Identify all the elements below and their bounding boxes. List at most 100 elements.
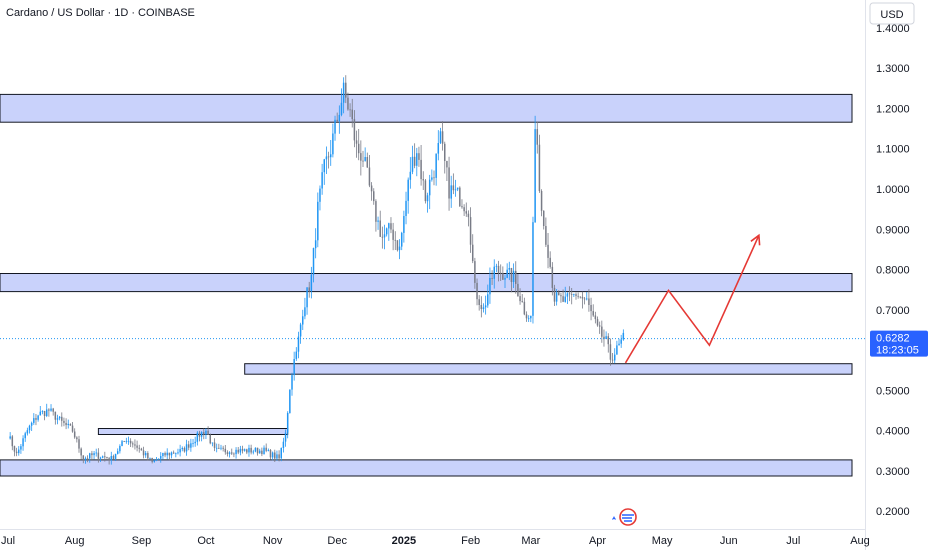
price-tick-label: 1.0000	[876, 184, 910, 196]
price-tick-label: 0.4000	[876, 426, 910, 438]
candle	[18, 446, 20, 456]
candle	[519, 288, 521, 305]
candle	[58, 416, 61, 421]
candle	[594, 311, 597, 324]
price-axis[interactable]: 0.20000.30000.40000.50000.60000.70000.80…	[876, 23, 910, 518]
candle	[97, 448, 100, 463]
candle	[334, 115, 336, 141]
candle	[474, 257, 476, 289]
candle	[435, 153, 437, 186]
candle	[373, 188, 375, 205]
candle	[106, 456, 108, 459]
resistance-zone-high[interactable]	[0, 93, 853, 123]
candle	[43, 410, 46, 421]
candle	[407, 177, 409, 214]
projection-line	[624, 234, 760, 364]
time-tick-label: Aug	[65, 535, 85, 547]
candle	[575, 292, 577, 300]
candle	[246, 448, 248, 455]
candle	[469, 207, 472, 253]
candle	[534, 115, 536, 223]
candle	[286, 411, 289, 439]
resistance-zone-mid[interactable]	[0, 273, 853, 293]
candle	[24, 431, 26, 442]
candle	[254, 447, 257, 453]
candle	[297, 331, 300, 359]
candle	[446, 160, 448, 181]
candle	[611, 353, 614, 364]
candle	[504, 274, 506, 288]
candle	[450, 175, 452, 208]
candle	[616, 340, 618, 355]
candle	[9, 432, 11, 440]
candle	[517, 274, 519, 297]
support-zone-mid[interactable]	[244, 363, 853, 375]
candle	[134, 439, 136, 450]
candle	[461, 199, 463, 209]
candle	[506, 263, 508, 279]
candle	[181, 446, 184, 452]
candle	[523, 297, 526, 316]
candle	[355, 130, 358, 158]
candle	[390, 217, 392, 234]
candle	[89, 452, 91, 463]
candle	[310, 266, 313, 299]
candle	[388, 222, 390, 241]
candle	[282, 437, 285, 453]
candle	[276, 450, 278, 461]
candle	[241, 445, 244, 454]
candle	[370, 182, 373, 201]
candle	[78, 435, 80, 453]
currency-button[interactable]	[869, 2, 915, 25]
candle	[110, 451, 113, 465]
price-tick-label: 1.2000	[876, 104, 910, 116]
time-tick-label: Mar	[521, 535, 540, 547]
candle	[510, 267, 513, 293]
candle	[271, 451, 274, 461]
candle	[340, 88, 343, 117]
time-axis[interactable]: Jul Aug Sep Oct Nov Dec 2025 Feb Mar Apr May Jun Jul…	[1, 535, 870, 547]
candle	[383, 224, 386, 250]
candle	[293, 351, 295, 381]
candle	[431, 169, 433, 182]
candle	[338, 105, 341, 134]
candle	[13, 445, 16, 457]
candle	[508, 261, 511, 281]
candle	[444, 141, 446, 174]
support-zone-low[interactable]	[0, 459, 853, 477]
candle	[291, 372, 293, 396]
candle	[198, 430, 201, 442]
candle	[289, 389, 291, 414]
candle	[39, 406, 42, 416]
candle	[35, 414, 37, 426]
candle	[278, 450, 280, 462]
candle	[187, 440, 190, 451]
candle	[263, 445, 265, 455]
candle	[45, 403, 48, 418]
candle	[218, 443, 220, 449]
candle	[527, 315, 530, 322]
candle	[15, 447, 18, 457]
candle	[433, 170, 435, 186]
candle	[274, 449, 276, 462]
candle	[243, 448, 246, 452]
candle	[30, 421, 33, 431]
candle	[609, 338, 612, 366]
candle	[342, 77, 345, 114]
current-price-badge	[870, 330, 928, 357]
candle	[203, 428, 205, 440]
candle	[549, 251, 551, 269]
candle	[418, 146, 420, 167]
candle	[250, 444, 252, 455]
candle	[530, 315, 532, 323]
range-top-zone[interactable]	[97, 428, 289, 435]
candle	[228, 451, 231, 458]
candle	[220, 444, 222, 451]
candle	[484, 295, 487, 315]
candle	[147, 451, 149, 461]
candle	[437, 130, 440, 161]
candle	[366, 152, 369, 168]
candle	[54, 411, 57, 425]
time-tick-label: May	[652, 535, 673, 547]
